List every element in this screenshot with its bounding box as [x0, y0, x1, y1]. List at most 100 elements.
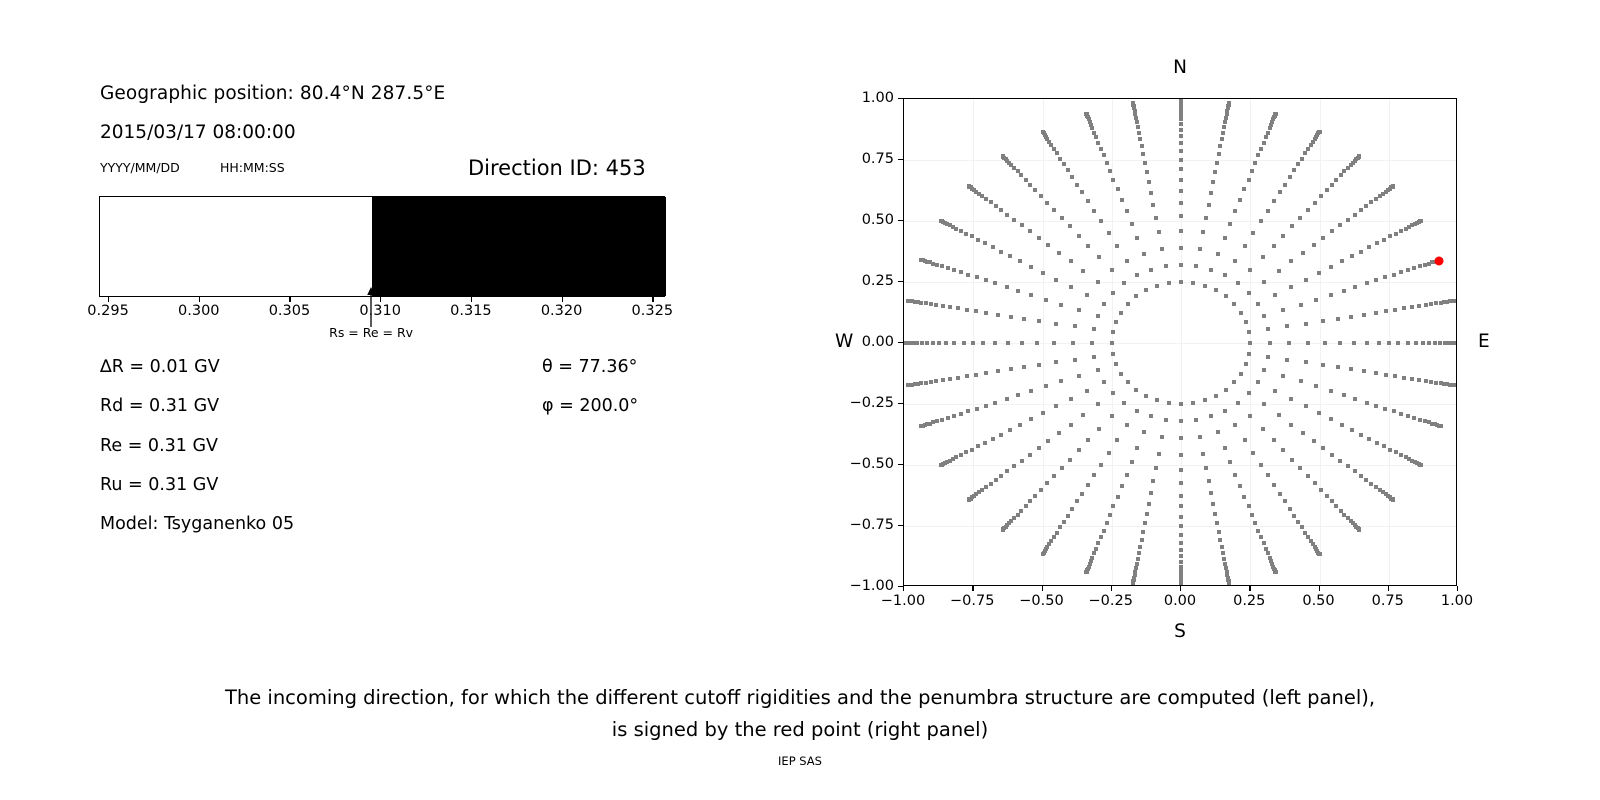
scatter-point: [1423, 379, 1428, 383]
x-axis-tick-label: −0.50: [1019, 593, 1064, 609]
scatter-point: [1373, 310, 1378, 315]
parameter-row: Ru = 0.31 GV: [100, 474, 219, 495]
scatter-point: [1007, 160, 1012, 165]
scatter-point: [1012, 166, 1017, 171]
scatter-point: [1034, 341, 1039, 345]
scatter-point: [1246, 504, 1251, 509]
scatter-point: [1095, 367, 1100, 372]
scatter-point: [1227, 100, 1232, 105]
scatter-point: [931, 261, 936, 266]
scatter-point: [1086, 564, 1091, 569]
scatter-point: [1132, 575, 1137, 580]
scatter-point: [1151, 479, 1156, 484]
scatter-point: [1233, 423, 1237, 428]
scatter-point: [1179, 532, 1183, 537]
scatter-point: [1417, 377, 1422, 382]
x-axis-tick: [903, 586, 905, 591]
scatter-point: [939, 219, 944, 223]
scatter-point: [945, 266, 950, 271]
scatter-point: [1350, 160, 1355, 165]
scatter-point: [918, 424, 923, 429]
scatter-point: [1160, 434, 1165, 439]
x-axis-tick-label: 0.25: [1233, 593, 1266, 609]
scatter-point: [935, 262, 940, 267]
scatter-point: [1345, 464, 1350, 469]
scatter-point: [1247, 330, 1252, 335]
scatter-point: [947, 305, 952, 310]
scatter-point: [1406, 268, 1411, 273]
scatter-point: [1321, 235, 1326, 240]
scatter-point: [1377, 194, 1382, 199]
scatter-point: [1137, 131, 1141, 136]
scatter-point: [1255, 301, 1260, 306]
scatter-point: [1328, 388, 1333, 393]
y-axis-tick: [898, 281, 903, 283]
scatter-point: [1097, 426, 1102, 431]
geographic-position-text: Geographic position: 80.4°N 287.5°E: [100, 83, 446, 104]
scatter-point: [1364, 281, 1369, 286]
scatter-point: [1413, 221, 1418, 226]
scatter-point: [971, 341, 976, 345]
scatter-point: [1018, 422, 1023, 427]
scatter-point: [1033, 493, 1038, 498]
scatter-point: [1281, 448, 1286, 453]
scatter-point: [1054, 151, 1059, 156]
scatter-point: [1298, 302, 1303, 307]
selected-direction-marker: [1434, 256, 1444, 266]
scatter-point: [1045, 200, 1050, 205]
scatter-point: [1179, 188, 1183, 193]
x-axis-tick: [972, 586, 974, 591]
scatter-point: [1191, 401, 1196, 406]
scatter-point: [951, 413, 956, 418]
scatter-point: [1037, 363, 1042, 368]
scatter-point: [975, 237, 980, 242]
scatter-point: [1080, 190, 1085, 195]
scatter-point: [1125, 380, 1130, 385]
scatter-point: [969, 234, 974, 239]
scatter-point: [1179, 554, 1183, 558]
scatter-point: [1361, 369, 1366, 374]
scatter-point: [1166, 280, 1171, 285]
scatter-point: [1285, 357, 1290, 362]
scatter-point: [1410, 305, 1415, 310]
scatter-point: [1391, 497, 1396, 502]
scatter-point: [928, 302, 933, 307]
scatter-point: [1008, 314, 1013, 319]
scatter-point: [1135, 446, 1140, 451]
y-axis-tick: [898, 525, 903, 527]
scatter-point: [1033, 188, 1038, 193]
scatter-point: [1316, 411, 1321, 416]
scatter-point: [1191, 280, 1196, 285]
scatter-point: [1271, 117, 1276, 122]
scatter-point: [1094, 135, 1099, 140]
scatter-point: [1287, 341, 1292, 345]
gridline-vertical: [1319, 99, 1321, 585]
scatter-point: [1043, 297, 1048, 302]
scatter-point: [1179, 467, 1183, 472]
scatter-point: [1451, 383, 1456, 388]
scatter-point: [1142, 251, 1147, 256]
penumbra-axis: Rs = Re = Rv 0.295 0.300 0.305 0.310 0.315 0.…: [87, 287, 673, 343]
gridline-horizontal: [904, 343, 1456, 344]
scatter-point: [1287, 506, 1292, 511]
scatter-point: [1281, 233, 1286, 238]
parameter-row: Rd = 0.31 GV: [100, 396, 220, 417]
scatter-point: [1338, 341, 1343, 345]
direction-id-text: Direction ID: 453: [468, 156, 646, 180]
scatter-point: [1439, 424, 1444, 429]
scatter-point: [1357, 527, 1362, 532]
gridline-vertical: [1042, 99, 1044, 585]
parameter-row: Model: Tsyganenko 05: [100, 514, 295, 535]
scatter-point: [1445, 299, 1450, 304]
scatter-point: [1029, 417, 1034, 422]
scatter-point: [1043, 384, 1048, 389]
scatter-point: [1306, 147, 1311, 152]
scatter-point: [1219, 544, 1224, 549]
scatter-point: [1287, 175, 1292, 180]
scatter-point: [1133, 565, 1138, 570]
scatter-point: [1296, 519, 1301, 524]
scatter-point: [945, 415, 950, 420]
scatter-point: [1328, 293, 1333, 297]
x-axis-tick-label: −1.00: [880, 593, 926, 609]
scatter-point: [1422, 419, 1427, 424]
